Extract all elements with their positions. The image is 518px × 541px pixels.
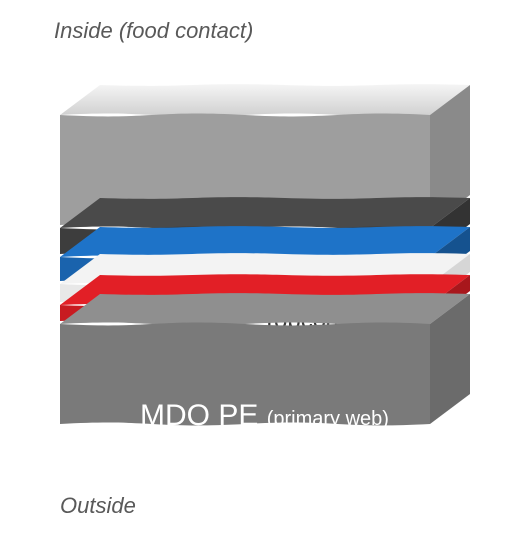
adhesive-top bbox=[60, 197, 470, 229]
layer-stack: LDPE (secondary web)AdhesiveInkTopcoatAl… bbox=[40, 55, 480, 485]
caption-outside: Outside bbox=[60, 493, 136, 519]
caption-inside: Inside (food contact) bbox=[54, 18, 253, 44]
ldpe-top bbox=[60, 84, 470, 116]
mdope-top bbox=[60, 293, 470, 325]
diagram-stage: Inside (food contact) LDPE (secondary we… bbox=[0, 0, 518, 541]
